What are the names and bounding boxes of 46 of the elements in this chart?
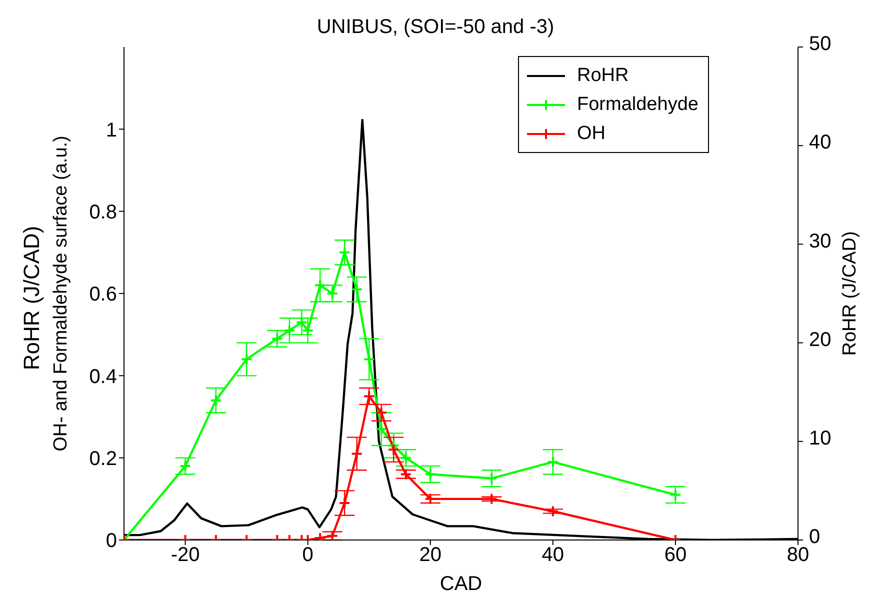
chart-title: UNIBUS, (SOI=-50 and -3)	[316, 16, 554, 38]
y-tick-label: 1	[106, 119, 117, 142]
x-axis-title: CAD	[440, 573, 482, 595]
text: RoHR (J/CAD)	[19, 226, 45, 370]
x-tick-label: 60	[664, 544, 687, 566]
point	[350, 283, 363, 296]
point	[350, 448, 363, 460]
y2-tick-label: 0	[809, 526, 820, 548]
point	[388, 444, 400, 456]
x-tick-label: 20	[419, 544, 442, 566]
y-tick-label: 0	[106, 530, 117, 552]
point	[338, 497, 351, 510]
point	[179, 460, 192, 472]
point	[338, 246, 351, 258]
point	[486, 472, 498, 484]
point	[363, 353, 376, 366]
point	[240, 353, 253, 366]
y-tick-label: 0.4	[89, 366, 117, 388]
y-axis-title: OH- and Formaldehyde surface (a.u.)	[50, 136, 72, 452]
y2-tick-label: 50	[809, 33, 832, 56]
point	[486, 492, 498, 505]
legend-label: RoHR	[577, 64, 629, 88]
point	[326, 530, 338, 540]
x-tick-label: -20	[170, 544, 200, 566]
point	[375, 406, 388, 419]
y-tick-label: 0.6	[89, 284, 117, 306]
point	[400, 468, 412, 480]
point	[210, 394, 222, 406]
point	[424, 468, 436, 480]
point	[424, 492, 436, 505]
y2-tick-label: 10	[809, 428, 832, 450]
y2-axis-title: RoHR (J/CAD)	[840, 231, 861, 356]
y2-tick-label: 40	[809, 132, 832, 154]
x-tick-label: 0	[302, 544, 314, 566]
legend-label: Formaldehyde	[577, 93, 698, 117]
y2-tick-label: 20	[809, 328, 832, 351]
point	[669, 488, 682, 501]
point	[314, 279, 326, 292]
legend-label: OH	[577, 122, 606, 146]
point	[546, 505, 559, 518]
y-tick-label: 0.8	[89, 201, 117, 224]
y2-tick-label: 30	[809, 230, 832, 252]
point	[546, 456, 559, 468]
y-tick-label: 0.2	[89, 448, 117, 470]
x-tick-label: 40	[542, 544, 564, 566]
x-tick-label: 80	[786, 544, 810, 566]
